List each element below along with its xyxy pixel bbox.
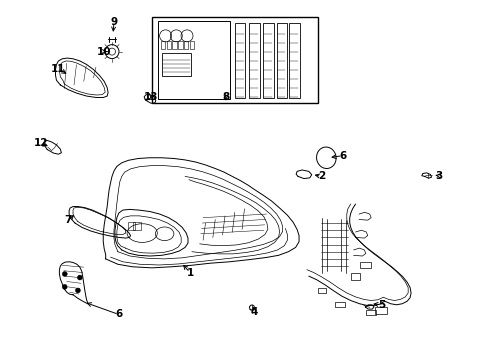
Text: 10: 10 — [97, 46, 111, 57]
Bar — [172, 41, 177, 49]
Bar — [166, 41, 171, 49]
Circle shape — [75, 288, 80, 293]
Bar — [317, 288, 325, 293]
Text: 4: 4 — [250, 307, 257, 317]
Text: 8: 8 — [222, 92, 229, 102]
Bar — [263, 23, 273, 98]
Bar — [133, 222, 141, 230]
Bar — [366, 310, 375, 315]
Bar — [158, 21, 229, 99]
Bar — [360, 262, 370, 267]
Bar — [183, 41, 188, 49]
Bar — [178, 41, 182, 49]
Bar — [276, 23, 287, 98]
Circle shape — [62, 284, 67, 289]
Bar — [289, 23, 300, 98]
Bar — [350, 273, 360, 280]
Text: 12: 12 — [34, 139, 48, 148]
Bar — [374, 307, 386, 314]
Circle shape — [77, 275, 82, 280]
Bar — [127, 222, 135, 230]
Text: 3: 3 — [435, 171, 442, 181]
Bar — [162, 53, 190, 76]
Bar — [189, 41, 194, 49]
Text: 2: 2 — [317, 171, 325, 181]
Bar — [334, 302, 345, 307]
Bar — [249, 23, 260, 98]
Text: 13: 13 — [143, 92, 158, 102]
Bar — [234, 23, 245, 98]
Text: 5: 5 — [377, 300, 385, 310]
Bar — [161, 41, 165, 49]
Text: 6: 6 — [339, 150, 346, 161]
Circle shape — [62, 271, 67, 276]
Text: 11: 11 — [51, 64, 65, 74]
Text: 6: 6 — [115, 310, 122, 319]
Text: 1: 1 — [186, 267, 193, 278]
Bar — [152, 17, 317, 103]
Text: 9: 9 — [110, 17, 117, 27]
Text: 7: 7 — [64, 215, 72, 225]
